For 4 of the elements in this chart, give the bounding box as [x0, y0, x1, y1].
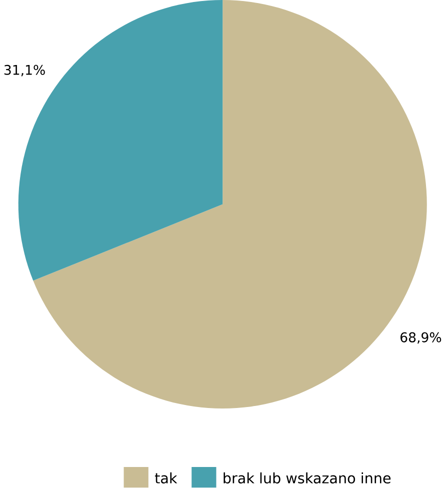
data-label: 68,9% [400, 332, 441, 344]
legend-label: brak lub wskazano inne [224, 472, 390, 484]
data-label: 31,1% [4, 64, 45, 76]
legend-label: tak [154, 472, 178, 484]
